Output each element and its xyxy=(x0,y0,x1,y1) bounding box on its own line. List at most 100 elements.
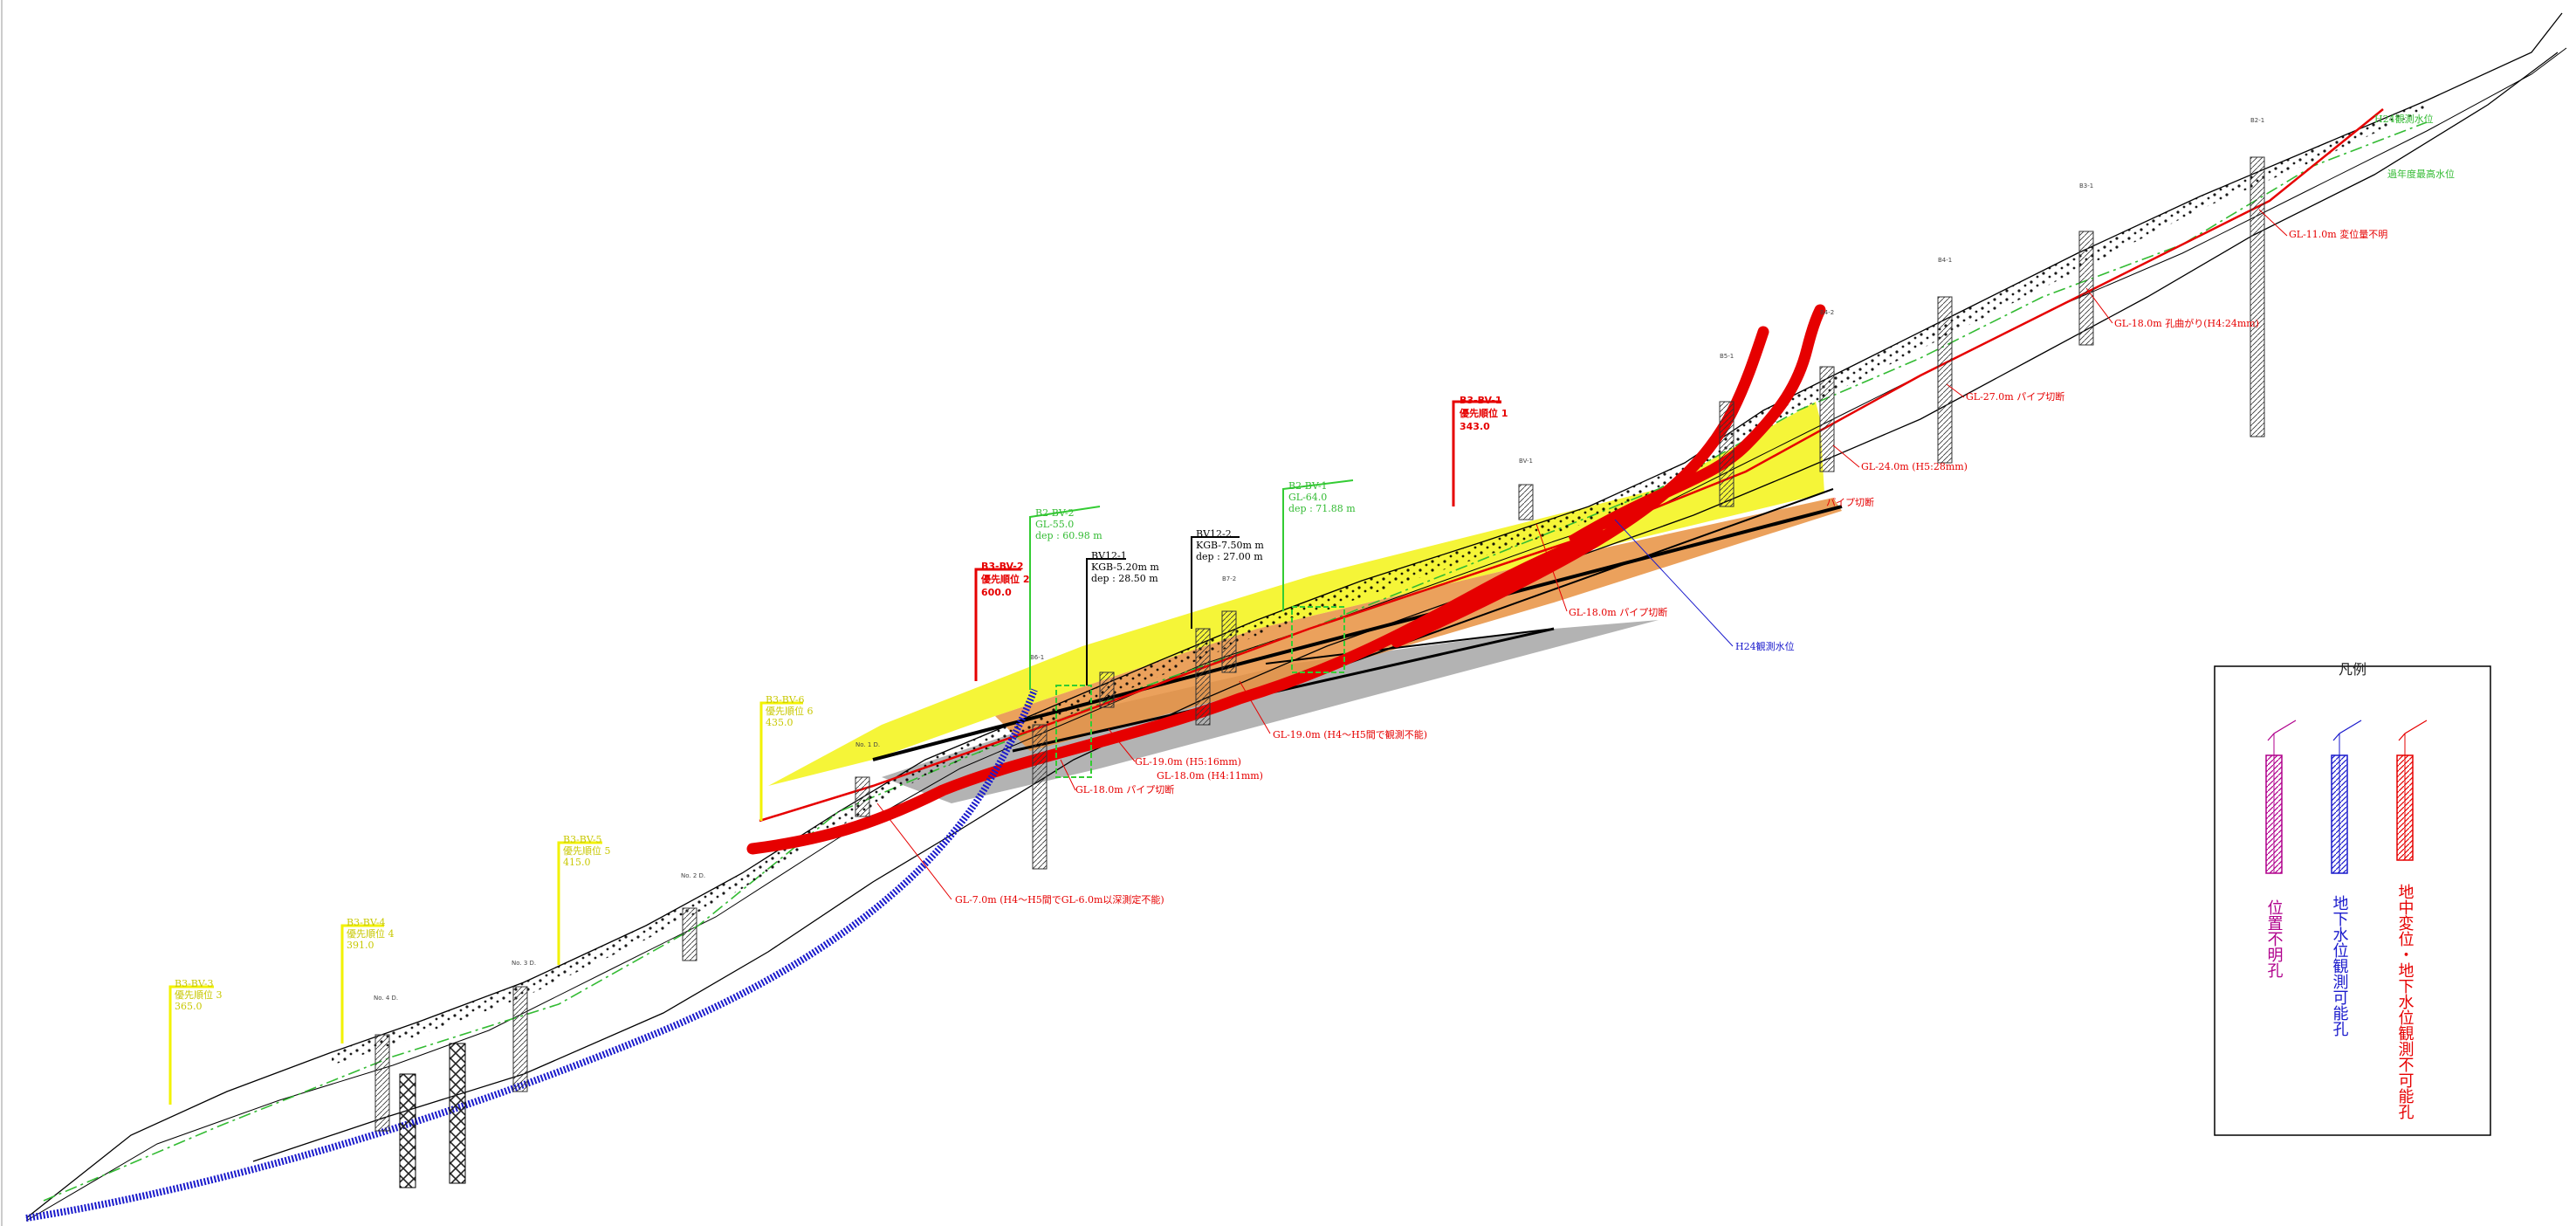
legend-text-red: 地中変位・地下水位観測不可能孔 xyxy=(2396,884,2415,1120)
annotation-5: パイプ切断 xyxy=(1826,496,1874,508)
label-yellow-2: B3-BV-4 優先順位 4 391.0 xyxy=(340,917,395,1043)
legend-title: 凡例 xyxy=(2339,661,2366,678)
borehole xyxy=(1221,610,1237,673)
gray-stratum xyxy=(882,620,1659,803)
borehole xyxy=(1032,724,1048,870)
slip-line-black-1 xyxy=(872,505,1843,761)
yellow-stratum xyxy=(768,402,1824,786)
slip-surface-blue xyxy=(25,688,1038,1222)
annotation-3: GL-27.0m パイプ切断 xyxy=(1966,390,2064,403)
label-val: 600.0 xyxy=(981,587,1012,598)
label-val: 415.0 xyxy=(563,857,591,868)
label-val: 391.0 xyxy=(347,940,374,951)
legend-frame xyxy=(2214,665,2491,1136)
label-title: B3-BV-1 xyxy=(1460,395,1501,406)
borehole xyxy=(1099,672,1115,708)
borehole xyxy=(2250,156,2265,437)
legend-text-magenta: 位置不明孔 xyxy=(2265,899,2284,979)
annotation-10: GL-18.0m (H4:11mm) xyxy=(1157,770,1263,782)
annotation-11: GL-18.0m パイプ切断 xyxy=(1075,783,1174,796)
label-sub: 優先順位 3 xyxy=(175,988,223,1001)
label-yellow-3: B3-BV-5 優先順位 5 415.0 xyxy=(557,834,611,965)
legend-borehole-magenta xyxy=(2265,754,2283,874)
label-sub: GL-64.0 xyxy=(1288,492,1327,503)
borehole xyxy=(1518,484,1534,520)
label-title: B3-BV-6 xyxy=(766,694,805,706)
borehole xyxy=(1719,401,1735,507)
green-zone xyxy=(1055,685,1092,778)
label-title: B3-BV-2 xyxy=(981,561,1023,572)
borehole xyxy=(682,907,697,961)
slip-line-black-2 xyxy=(1274,488,1834,691)
legend-text-blue: 地下水位観測可能孔 xyxy=(2331,895,2349,1037)
annotation-9: GL-19.0m (H5:16mm) xyxy=(1135,756,1241,768)
borehole-group xyxy=(374,156,2265,1188)
label-sub: 優先順位 1 xyxy=(1459,407,1508,419)
label-val: dep : 28.50 m xyxy=(1091,573,1158,584)
svg-text:B2-1: B2-1 xyxy=(2250,117,2264,124)
label-title: B2-BV-1 xyxy=(1288,480,1328,492)
legend-borehole-blue xyxy=(2331,754,2348,874)
annotation-7: H24観測水位 xyxy=(1735,640,1795,652)
borehole xyxy=(1195,628,1211,726)
label-title: BV12-1 xyxy=(1091,550,1127,561)
label-sub: 優先順位 6 xyxy=(766,705,814,717)
svg-text:B3-1: B3-1 xyxy=(2079,183,2093,189)
borehole xyxy=(374,1034,390,1132)
label-sub: KGB-5.20m m xyxy=(1091,561,1159,573)
label-yellow-1: B3-BV-3 優先順位 3 365.0 xyxy=(168,978,223,1105)
svg-text:B6-1: B6-1 xyxy=(1030,654,1044,661)
borehole-cross xyxy=(399,1073,416,1188)
borehole-cross xyxy=(449,1043,466,1184)
svg-text:B4-1: B4-1 xyxy=(1938,257,1952,264)
svg-text:No. 4 D.: No. 4 D. xyxy=(374,995,398,1002)
borehole xyxy=(855,776,870,817)
slip-surface-red-upper xyxy=(1391,326,1769,648)
label-sub: 優先順位 4 xyxy=(347,927,395,940)
annotation-1: GL-11.0m 変位量不明 xyxy=(2289,228,2387,240)
annotations: GL-11.0m 変位量不明 GL-18.0m 孔曲がり(H4:24mm) GL… xyxy=(876,113,2455,906)
label-title: B2-BV-2 xyxy=(1035,507,1075,519)
label-b2-bv2: B2-BV-2 GL-55.0 dep : 60.98 m xyxy=(1029,506,1103,690)
annotation-12: GL-7.0m (H4～H5間でGL-6.0m以深測定不能) xyxy=(955,893,1164,906)
label-sub: GL-55.0 xyxy=(1035,519,1074,530)
annotation-13: H24観測水位 xyxy=(2374,113,2434,125)
annotation-6: GL-18.0m パイプ切断 xyxy=(1569,606,1667,618)
label-val: dep : 27.00 m xyxy=(1196,551,1263,562)
slip-line-black-4 xyxy=(1265,628,1555,665)
label-yellow-4: B3-BV-6 優先順位 6 435.0 xyxy=(759,694,814,821)
label-sub: 優先順位 5 xyxy=(563,844,611,857)
label-b3-bv2: B3-BV-2 優先順位 2 600.0 xyxy=(974,561,1029,681)
label-bv12-2: BV12-2 KGB-7.50m m dep : 27.00 m xyxy=(1191,528,1264,629)
svg-text:No. 1 D.: No. 1 D. xyxy=(855,741,880,748)
slip-line-red-thin xyxy=(759,108,2384,823)
label-val: 343.0 xyxy=(1460,421,1490,432)
annotation-2: GL-18.0m 孔曲がり(H4:24mm) xyxy=(2114,317,2259,329)
legend-borehole-red xyxy=(2396,754,2414,861)
legend: 凡例 位置不明孔 地下水位観測可能孔 地中変位・地下水位観測不可能孔 xyxy=(2214,661,2491,1136)
label-sub: KGB-7.50m m xyxy=(1196,540,1264,551)
label-val: dep : 71.88 m xyxy=(1288,503,1356,514)
label-title: B3-BV-3 xyxy=(175,978,214,989)
borehole xyxy=(1937,296,1953,464)
label-b2-bv1: B2-BV-1 GL-64.0 dep : 71.88 m xyxy=(1282,479,1356,611)
borehole-tick-labels: No. 4 D. No. 3 D. No. 2 D. No. 1 D. B6-1… xyxy=(374,117,2264,1002)
svg-text:B7-2: B7-2 xyxy=(1222,575,1236,582)
label-bv12-1: BV12-1 KGB-5.20m m dep : 28.50 m xyxy=(1086,550,1159,685)
ground-surface-line-2 xyxy=(25,47,2567,1222)
label-title: B3-BV-4 xyxy=(347,917,386,928)
annotation-14: 過年度最高水位 xyxy=(2387,168,2455,180)
borehole xyxy=(512,986,528,1092)
label-title: B3-BV-5 xyxy=(563,834,602,845)
slip-surface-red-main xyxy=(746,304,1826,855)
green-zone xyxy=(1291,606,1345,673)
svg-text:B5-1: B5-1 xyxy=(1720,353,1734,360)
label-val: dep : 60.98 m xyxy=(1035,530,1103,541)
svg-text:No. 3 D.: No. 3 D. xyxy=(512,960,536,967)
annotation-8: GL-19.0m (H4～H5間で観測不能) xyxy=(1273,728,1427,740)
svg-text:BV-1: BV-1 xyxy=(1519,458,1533,465)
label-title: BV12-2 xyxy=(1196,528,1232,540)
dotted-surface-layer xyxy=(332,100,2427,1065)
label-sub: 優先順位 2 xyxy=(980,573,1029,585)
